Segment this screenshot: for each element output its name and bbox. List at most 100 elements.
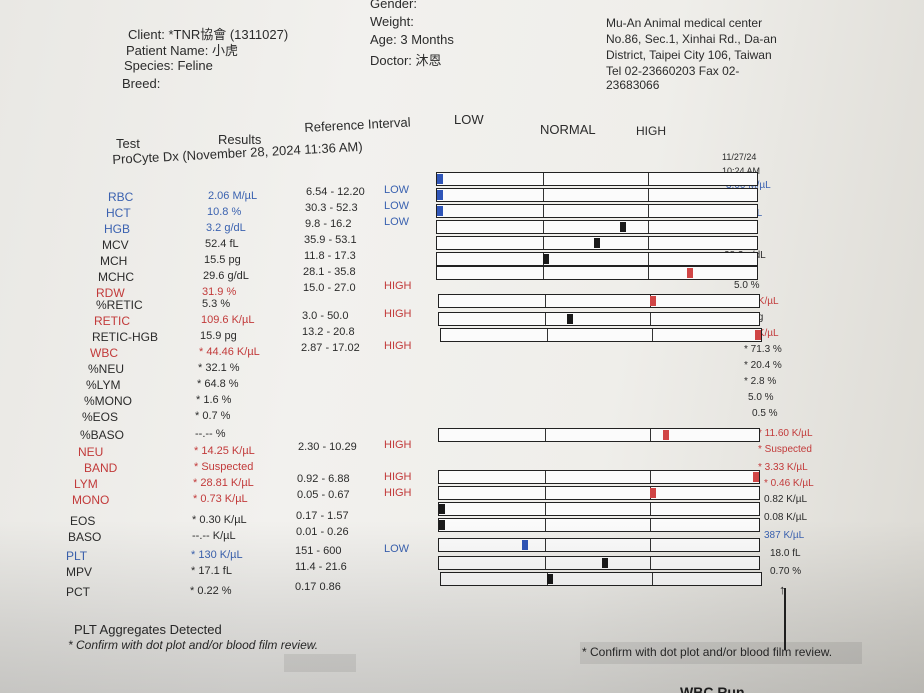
- reference-interval: 2.87 - 17.02: [301, 342, 360, 354]
- result-marker: [619, 222, 626, 232]
- flag-high: HIGH: [384, 308, 412, 320]
- result-marker: [522, 540, 529, 550]
- breed: Breed:: [122, 76, 161, 91]
- test-name: NEU: [78, 445, 104, 459]
- test-name: %LYM: [86, 378, 121, 392]
- previous-result: 0.5 %: [752, 408, 778, 419]
- reference-interval: 0.17 - 1.57: [296, 510, 349, 522]
- range-divider: [650, 519, 652, 531]
- result-value: 31.9 %: [202, 286, 237, 298]
- range-bar-wbc: [440, 328, 762, 342]
- result-value: * 17.1 fL: [191, 565, 232, 577]
- previous-result: 5.0 %: [734, 280, 760, 291]
- clinic-fax: 23683066: [606, 78, 660, 92]
- result-value: 15.9 pg: [200, 330, 237, 342]
- range-bar-rdw: [436, 266, 758, 280]
- range-bar-rbc: [436, 172, 758, 186]
- reference-interval: 15.0 - 27.0: [303, 282, 356, 294]
- doctor: Doctor: 沐恩: [370, 53, 442, 68]
- result-marker: [439, 504, 445, 514]
- flag-low: LOW: [384, 543, 410, 555]
- confirm-note-left: * Confirm with dot plot and/or blood fil…: [68, 638, 319, 652]
- wbc-run-heading: WBC Run: [680, 684, 745, 693]
- clinic-address-1: No.86, Sec.1, Xinhai Rd., Da-an: [606, 32, 777, 46]
- reference-interval: 6.54 - 12.20: [306, 186, 365, 198]
- gender: Gender:: [370, 0, 417, 11]
- test-name: %EOS: [82, 410, 119, 424]
- col-results: Results: [218, 132, 262, 147]
- flag-high: HIGH: [384, 487, 412, 499]
- result-marker: [686, 268, 693, 278]
- clinic-name: Mu-An Animal medical center: [606, 16, 763, 30]
- range-divider: [650, 313, 652, 325]
- result-marker: [437, 206, 443, 216]
- species: Species: Feline: [124, 58, 213, 73]
- test-name: PLT: [66, 549, 88, 563]
- result-value: * 32.1 %: [198, 362, 240, 374]
- range-divider: [546, 329, 548, 341]
- confirm-note-right: * Confirm with dot plot and/or blood fil…: [582, 645, 833, 659]
- previous-result: * 71.3 %: [744, 344, 782, 355]
- result-marker: [437, 190, 443, 200]
- range-divider: [544, 557, 546, 569]
- range-divider: [648, 267, 650, 279]
- col-high: HIGH: [636, 124, 666, 138]
- previous-time: 10:24 AM: [722, 166, 761, 176]
- previous-result: * 3.33 K/µL: [758, 462, 808, 473]
- range-divider: [650, 429, 652, 441]
- test-name: RETIC-HGB: [92, 330, 158, 344]
- range-bar-mono: [438, 486, 760, 500]
- previous-result: * 11.60 K/µL: [758, 428, 813, 439]
- result-marker: [546, 574, 553, 584]
- range-divider: [648, 205, 650, 217]
- range-divider: [650, 539, 652, 551]
- range-divider: [542, 173, 544, 185]
- range-bar-neu: [438, 428, 760, 442]
- result-value: 10.8 %: [207, 206, 242, 218]
- result-marker: [753, 472, 759, 482]
- result-marker: [650, 488, 657, 498]
- result-marker: [602, 558, 609, 568]
- col-test: Test: [116, 136, 140, 151]
- result-value: * 14.25 K/µL: [194, 445, 255, 457]
- result-value: * 64.8 %: [197, 378, 239, 390]
- range-bar-pct: [440, 572, 762, 586]
- range-divider: [652, 329, 654, 341]
- reference-interval: 2.30 - 10.29: [298, 441, 357, 453]
- test-name: RDW: [96, 286, 125, 300]
- result-value: * 0.7 %: [195, 410, 231, 422]
- range-divider: [542, 267, 544, 279]
- range-divider: [648, 237, 650, 249]
- patient-name: Patient Name: 小虎: [126, 43, 238, 58]
- previous-result: * 0.46 K/µL: [764, 478, 814, 489]
- range-divider: [542, 237, 544, 249]
- test-name: WBC: [90, 346, 118, 360]
- weight: Weight:: [370, 14, 414, 29]
- result-marker: [594, 238, 600, 248]
- test-name: HCT: [106, 206, 131, 220]
- result-marker: [663, 430, 670, 440]
- range-divider: [648, 173, 650, 185]
- col-reference-interval: Reference Interval: [304, 114, 411, 135]
- result-value: * 0.22 %: [190, 585, 232, 597]
- result-marker: [439, 520, 445, 530]
- test-name: HGB: [104, 222, 131, 236]
- test-name: %NEU: [88, 362, 125, 376]
- result-value: * 130 K/µL: [191, 549, 243, 561]
- previous-result: * 20.4 %: [744, 360, 782, 371]
- test-name: %RETIC: [96, 298, 143, 312]
- flag-high: HIGH: [384, 471, 412, 483]
- reference-interval: 3.0 - 50.0: [302, 310, 349, 322]
- test-name: MCH: [100, 254, 128, 268]
- result-value: 2.06 M/µL: [208, 190, 258, 202]
- result-marker: [542, 254, 549, 264]
- range-divider: [650, 471, 652, 483]
- range-divider: [648, 253, 650, 265]
- flag-high: HIGH: [384, 340, 412, 352]
- result-value: 29.6 g/dL: [203, 270, 249, 282]
- range-divider: [542, 189, 544, 201]
- range-bar-baso: [438, 518, 760, 532]
- result-value: * Suspected: [194, 461, 254, 473]
- range-divider: [652, 573, 654, 585]
- clinic-phone: Tel 02-23660203 Fax 02-: [606, 64, 740, 78]
